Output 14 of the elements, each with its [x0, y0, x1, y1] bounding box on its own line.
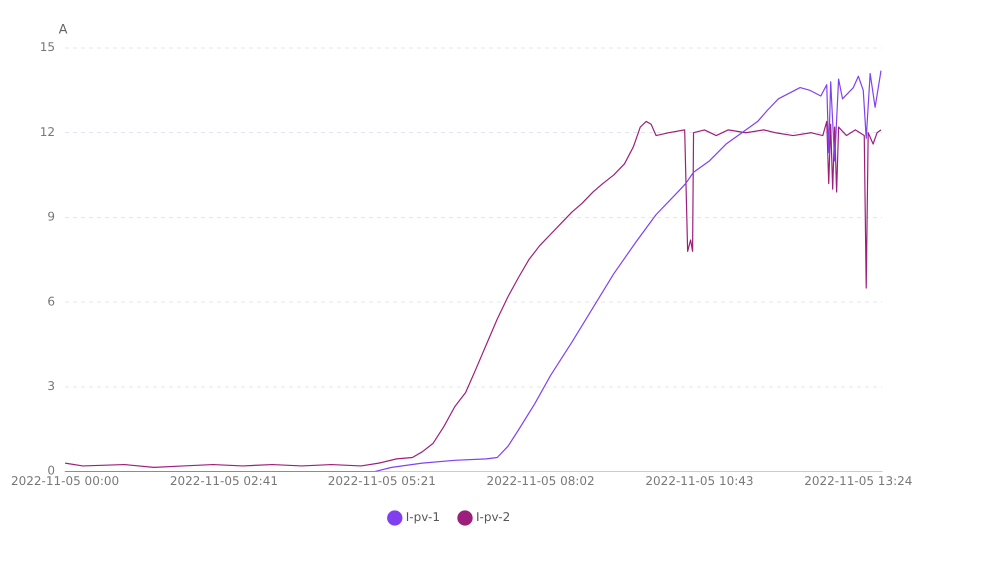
y-tick-label: 6 [47, 294, 56, 308]
x-tick-label: 2022-11-05 00:00 [10, 474, 120, 488]
x-tick-label: 2022-11-05 02:41 [170, 474, 278, 488]
legend-label: I-pv-1 [406, 510, 440, 524]
x-tick-label: 2022-11-05 05:21 [328, 474, 436, 488]
legend-label: I-pv-2 [476, 510, 510, 524]
y-axis-title: A [58, 22, 68, 38]
y-tick-label: 9 [47, 210, 56, 224]
y-tick-label: 15 [40, 40, 56, 54]
y-tick-label: 3 [47, 379, 56, 394]
x-tick-label: 2022-11-05 08:02 [486, 474, 595, 488]
y-tick-label: 12 [40, 124, 56, 139]
x-tick-label: 2022-11-05 10:43 [645, 474, 754, 488]
x-tick-label: 2022-11-05 13:24 [804, 474, 912, 488]
